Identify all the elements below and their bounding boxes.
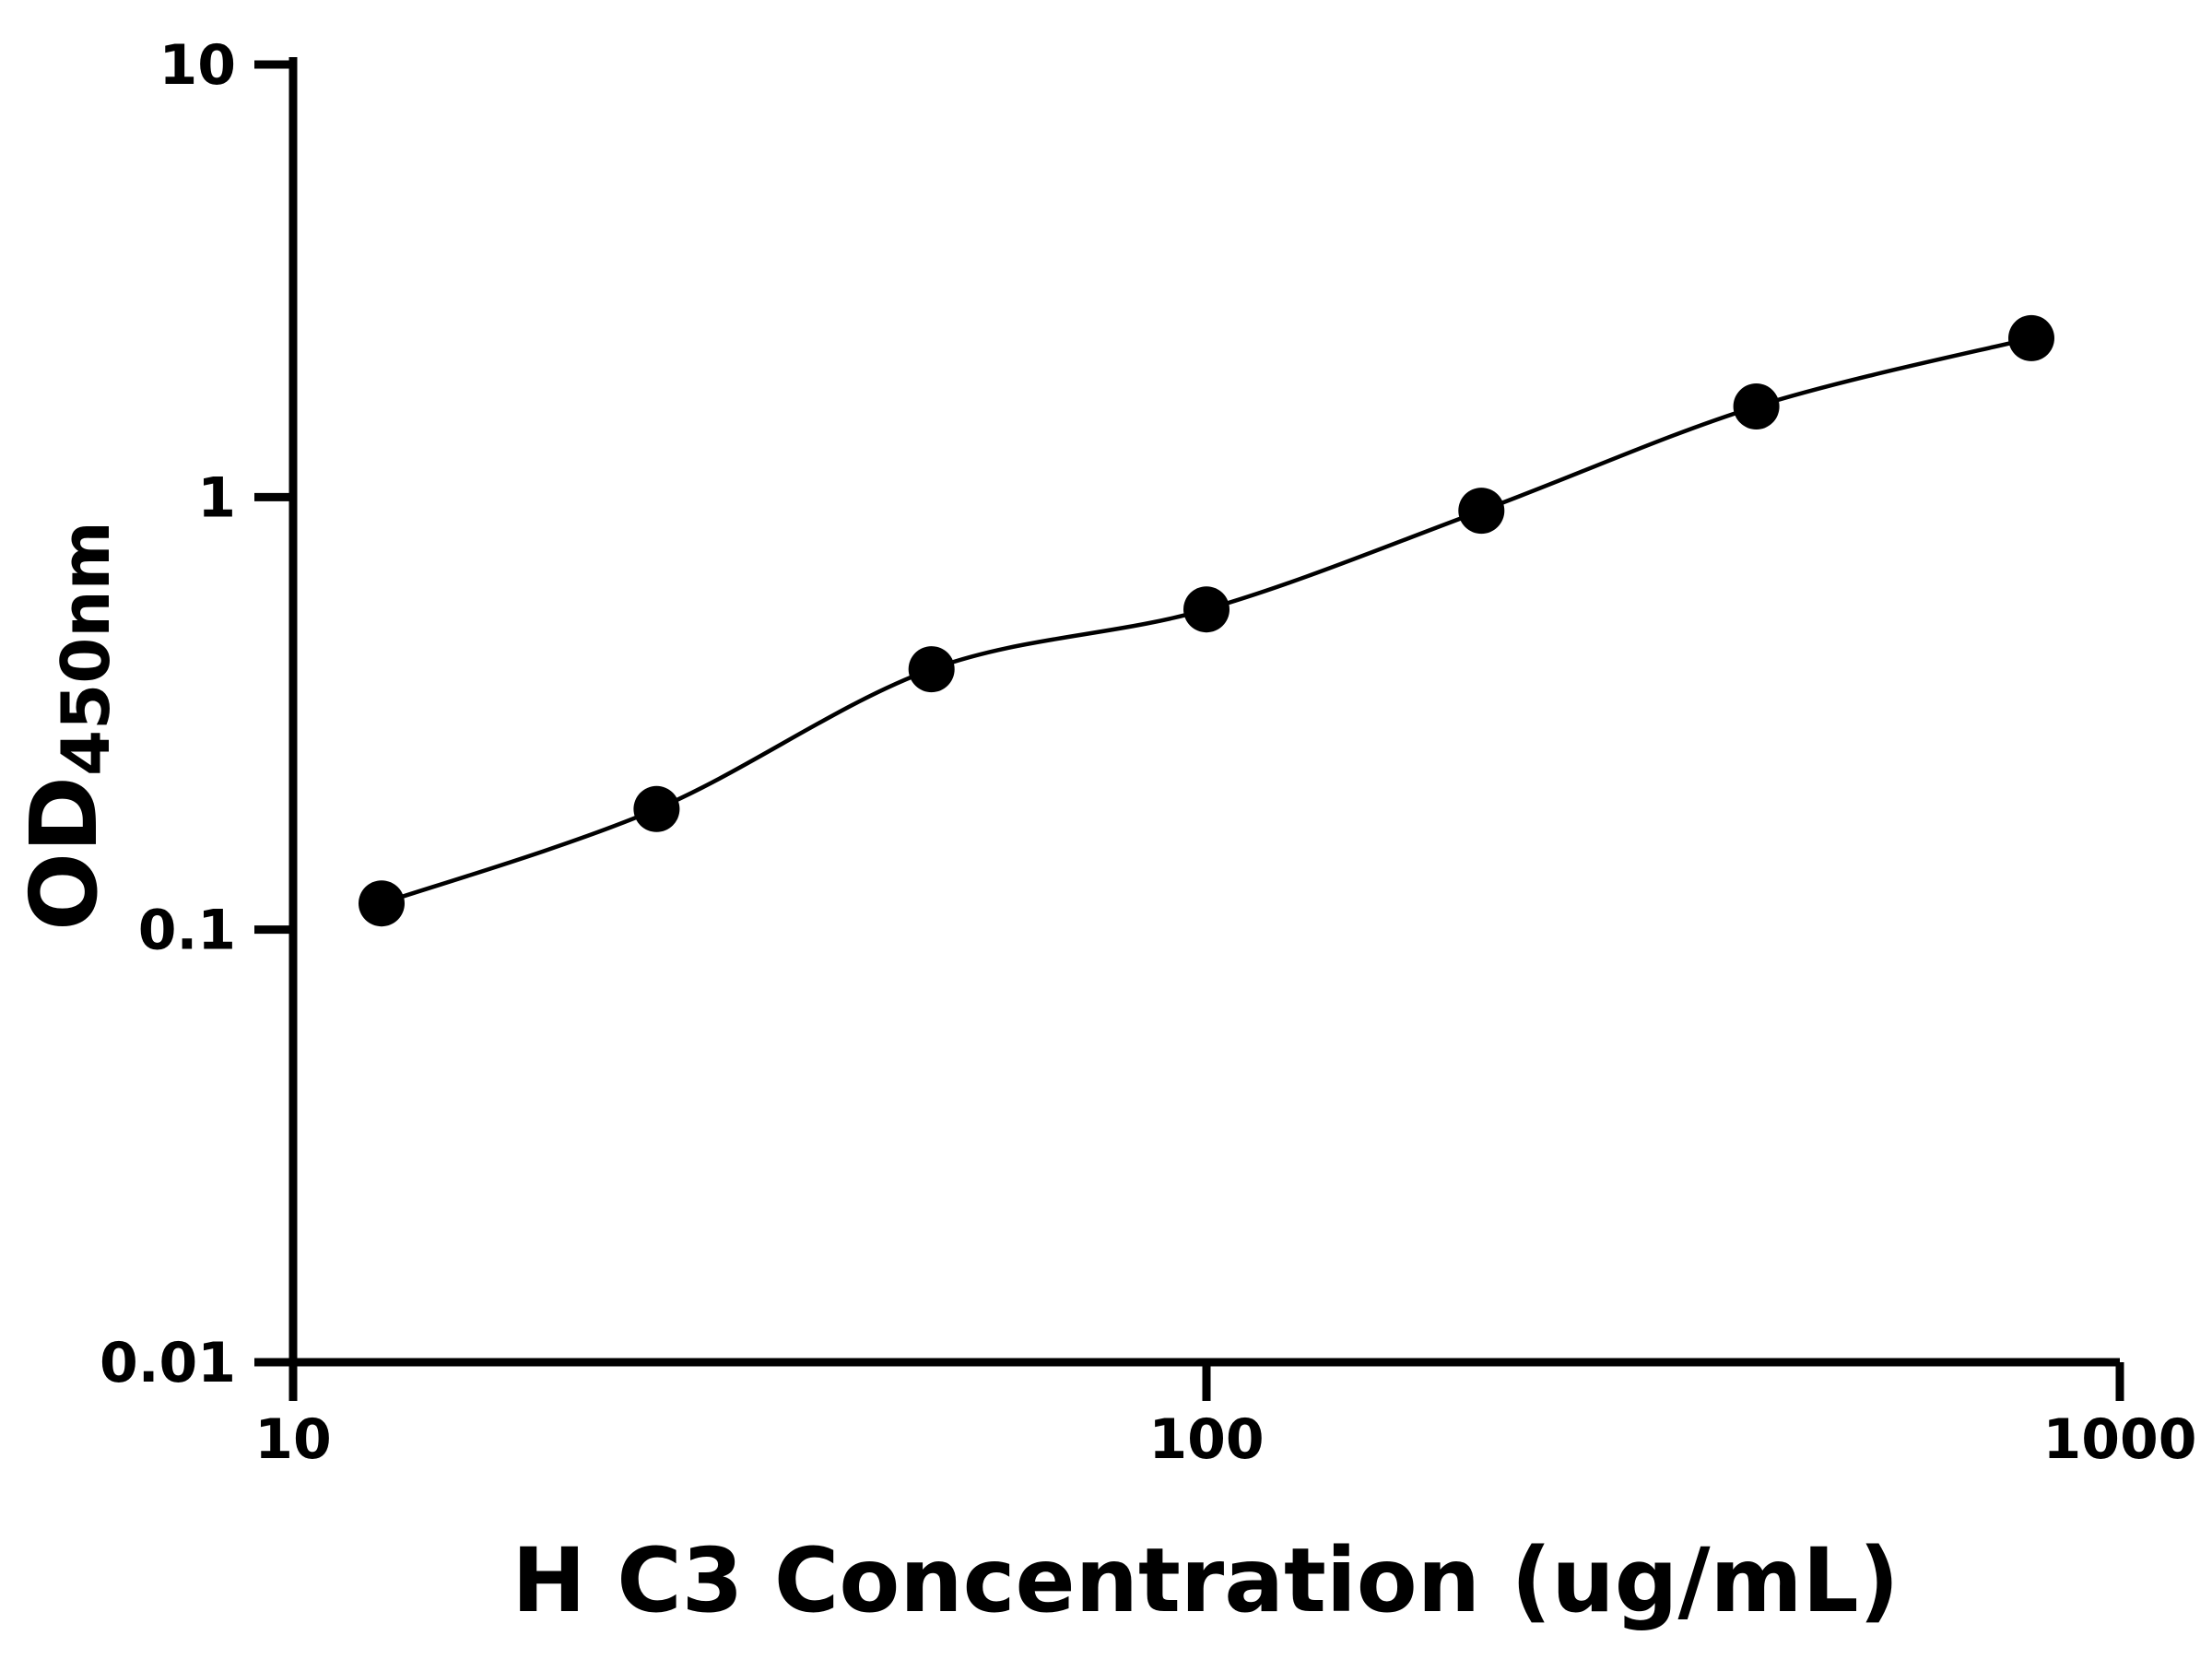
y-axis-title: OD450nm xyxy=(10,521,124,931)
data-point-marker xyxy=(908,646,955,693)
y-tick-label: 0.01 xyxy=(100,1331,236,1395)
data-point-marker xyxy=(2008,314,2054,361)
y-tick-label: 10 xyxy=(159,33,237,98)
data-point-marker xyxy=(1183,586,1230,633)
y-axis-title-sub: 450nm xyxy=(47,521,124,776)
x-tick-label: 1000 xyxy=(2043,1407,2197,1472)
y-tick-label: 1 xyxy=(197,465,236,530)
x-tick-label: 100 xyxy=(1148,1407,1264,1472)
series-group xyxy=(359,314,2054,927)
y-axis-title-main: OD xyxy=(10,776,118,931)
data-point-marker xyxy=(1733,383,1780,429)
axes-group: 10 1 0.1 0.01 10 100 1000 xyxy=(100,33,2197,1472)
data-point-marker xyxy=(1458,488,1505,535)
x-axis-title: H C3 Concentration (ug/mL) xyxy=(512,1529,1899,1632)
data-point-marker xyxy=(359,880,405,927)
axis-spines xyxy=(288,57,2120,1367)
x-tick-label: 10 xyxy=(254,1407,332,1472)
data-point-marker xyxy=(633,785,680,832)
y-tick-label: 0.1 xyxy=(138,899,236,963)
